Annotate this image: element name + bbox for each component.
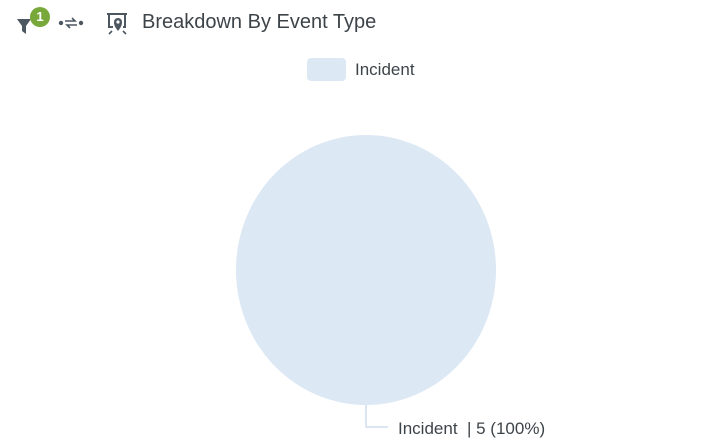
chart-toolbar: 1 Breakdown By Event Type <box>16 4 376 40</box>
chart-title: Breakdown By Event Type <box>142 10 377 33</box>
filter-icon[interactable]: 1 <box>16 7 50 37</box>
pie-slices <box>236 135 496 405</box>
drill-through-icon[interactable] <box>58 9 84 35</box>
filter-count-badge: 1 <box>30 7 50 27</box>
pie-slice-incident[interactable] <box>236 135 496 405</box>
leader-line-incident <box>365 405 388 428</box>
legend-label-incident[interactable]: Incident <box>355 60 415 79</box>
chart-legend: Incident <box>307 58 415 81</box>
legend-swatch-incident[interactable] <box>307 58 346 81</box>
pie-data-labels: Incident | 5 (100%) <box>365 405 545 438</box>
presentation-pin-icon[interactable] <box>104 9 130 35</box>
data-label-incident: Incident | 5 (100%) <box>398 419 545 438</box>
